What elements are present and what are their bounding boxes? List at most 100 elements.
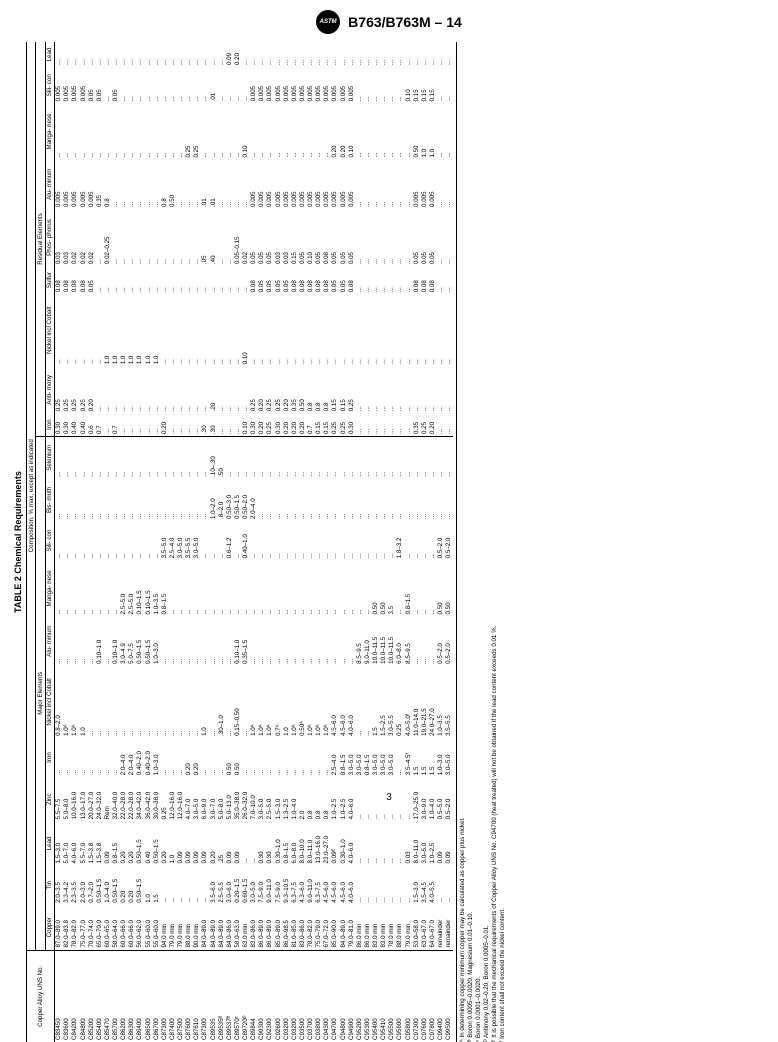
value-cell: 23.0–27.0 xyxy=(323,821,331,865)
value-cell: ... xyxy=(160,738,168,777)
value-cell: ... xyxy=(355,266,363,294)
value-cell: 0.005 xyxy=(315,67,323,103)
alloy-cell: C89720ᴰ xyxy=(242,950,250,1042)
value-cell: ... xyxy=(274,738,282,777)
value-cell: ... xyxy=(412,616,420,665)
value-cell: ... xyxy=(258,103,266,159)
value-cell: ... xyxy=(274,42,282,67)
value-cell: ... xyxy=(315,103,323,159)
value-cell: ... xyxy=(266,560,274,616)
value-cell: ... xyxy=(128,266,136,294)
value-cell: ... xyxy=(201,479,209,521)
value-cell: ... xyxy=(160,294,168,366)
value-cell: ... xyxy=(298,436,306,478)
value-cell: ... xyxy=(193,209,201,266)
value-cell: ... xyxy=(225,266,233,294)
value-cell: ... xyxy=(185,366,193,413)
value-cell: 63.0 min xyxy=(242,905,250,950)
alloy-cell: C84800 xyxy=(79,950,87,1042)
table-row: C8640056.0–62.00.50–1.50.50–1.534.0–42.0… xyxy=(136,42,144,1042)
value-cell: 1.0–3.5 xyxy=(152,560,160,616)
value-cell: ... xyxy=(290,436,298,478)
value-cell: ... xyxy=(193,616,201,665)
value-cell: ... xyxy=(242,738,250,777)
value-cell: 65.0–70.0 xyxy=(95,905,103,950)
value-cell: ... xyxy=(331,560,339,616)
value-cell: 75.0–79.0 xyxy=(315,905,323,950)
value-cell: 0.7–2.0 xyxy=(87,865,95,904)
value-cell: 6.3–7.5 xyxy=(290,865,298,904)
value-cell: ... xyxy=(372,821,380,865)
value-cell: 2.0–4.0 xyxy=(120,738,128,777)
value-cell: ... xyxy=(233,366,241,413)
value-cell: 0.005 xyxy=(315,160,323,209)
value-cell: ... xyxy=(420,436,428,478)
value-cell: ... xyxy=(307,616,315,665)
value-cell: 0.8 xyxy=(323,366,331,413)
value-cell: ... xyxy=(112,366,120,413)
value-cell: 1.0ᴬ xyxy=(323,666,331,738)
value-cell: 0.8 xyxy=(103,160,111,209)
value-cell: ... xyxy=(168,67,176,103)
value-cell: 0.30 xyxy=(347,413,355,436)
value-cell: ... xyxy=(136,67,144,103)
value-cell: 0.08 xyxy=(290,266,298,294)
value-cell: ... xyxy=(185,42,193,67)
value-cell: .30 xyxy=(201,413,209,436)
value-cell: 0.10 xyxy=(307,209,315,266)
value-cell: ... xyxy=(144,67,152,103)
value-cell: ... xyxy=(282,103,290,159)
value-cell: ... xyxy=(152,103,160,159)
value-cell: 0.20 xyxy=(193,738,201,777)
value-cell: 0.05–0.15 xyxy=(233,209,241,266)
table-row: C8730094.0 min...0.200.25.........0.8–1.… xyxy=(160,42,168,1042)
value-cell: 1.0 xyxy=(136,294,144,366)
value-cell: 0.09 xyxy=(437,821,445,865)
value-cell: 3.5–4.5 xyxy=(420,865,428,904)
value-cell: ... xyxy=(404,209,412,266)
alloy-cell: C94900 xyxy=(347,950,355,1042)
value-cell: ... xyxy=(355,777,363,821)
alloy-cell: C95300 xyxy=(363,950,371,1042)
value-cell: ... xyxy=(380,42,388,67)
value-cell: ... xyxy=(339,616,347,665)
value-cell: 0.15 xyxy=(315,413,323,436)
col-r-sili: Sili- con xyxy=(45,67,54,103)
value-cell: 0.005 xyxy=(323,160,331,209)
value-cell: 0.8 xyxy=(323,777,331,821)
value-cell: 84.0–86.0 xyxy=(225,905,233,950)
value-cell: remainder xyxy=(445,905,453,950)
value-cell: 0.7 xyxy=(112,413,120,436)
value-cell: ... xyxy=(103,266,111,294)
value-cell: 78.0 min xyxy=(388,905,396,950)
value-cell: 3.0–5.0 xyxy=(193,521,201,560)
value-cell: ... xyxy=(95,209,103,266)
value-cell: 1.5 xyxy=(412,738,420,777)
value-cell: ... xyxy=(209,42,217,67)
value-cell: 1.0 xyxy=(282,666,290,738)
value-cell: 1.0 xyxy=(144,865,152,904)
value-cell: ... xyxy=(168,103,176,159)
value-cell: ... xyxy=(160,42,168,67)
value-cell: ... xyxy=(437,160,445,209)
value-cell: 1.5–2.5 xyxy=(380,666,388,738)
value-cell: ... xyxy=(242,821,250,865)
value-cell: ... xyxy=(396,366,404,413)
value-cell: ... xyxy=(307,42,315,67)
value-cell: 0.5–2.0 xyxy=(445,616,453,665)
value-cell: ... xyxy=(355,366,363,413)
value-cell: 0.25 xyxy=(54,366,63,413)
value-cell: ... xyxy=(87,666,95,738)
value-cell: 3.0–7.0 xyxy=(209,777,217,821)
value-cell: ... xyxy=(445,209,453,266)
value-cell: ... xyxy=(120,479,128,521)
value-cell: 13.0–16.0 xyxy=(315,821,323,865)
value-cell: 0.25 xyxy=(266,413,274,436)
value-cell: ... xyxy=(266,616,274,665)
value-cell: ... xyxy=(168,865,176,904)
value-cell: ... xyxy=(152,160,160,209)
value-cell: ... xyxy=(136,103,144,159)
value-cell: ... xyxy=(339,521,347,560)
value-cell: ... xyxy=(128,42,136,67)
value-cell: ... xyxy=(363,777,371,821)
